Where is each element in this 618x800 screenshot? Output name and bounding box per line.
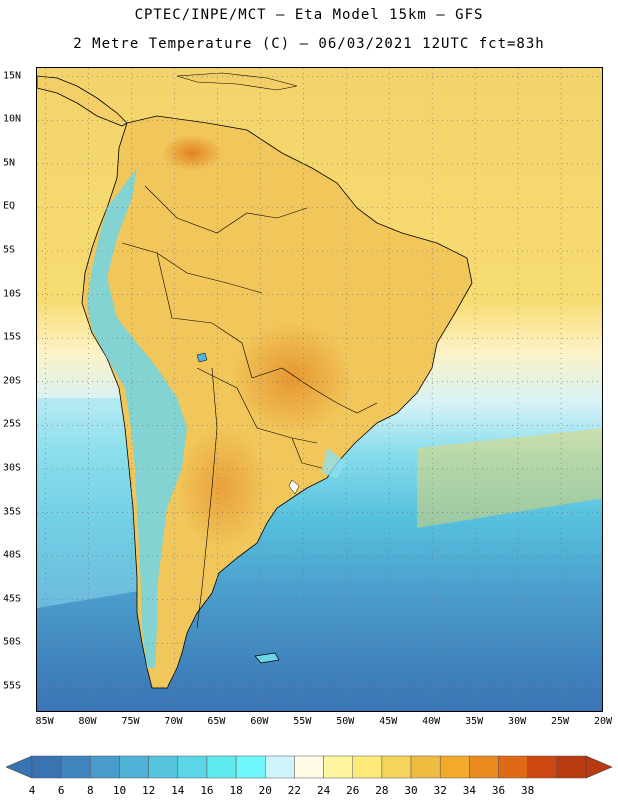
- lat-tick-label: 40S: [3, 549, 22, 561]
- lon-tick-label: 20W: [593, 716, 613, 727]
- lat-tick-label: 15S: [3, 331, 22, 343]
- colorbar-tick-label: 4: [28, 784, 36, 797]
- colorbar-tick-label: 22: [287, 784, 302, 797]
- lat-tick-label: 45S: [3, 593, 22, 605]
- map-title-line-1: CPTEC/INPE/MCT – Eta Model 15km – GFS: [134, 7, 484, 23]
- map-title-line-2: 2 Metre Temperature (C) – 06/03/2021 12U…: [73, 36, 545, 52]
- colorbar-segment: [206, 755, 237, 779]
- lon-tick-label: 75W: [121, 716, 140, 727]
- colorbar-segment: [177, 755, 208, 779]
- colorbar-segment: [498, 755, 528, 779]
- temperature-map: [36, 67, 603, 712]
- colorbar-segment: [119, 755, 149, 779]
- colorbar-tick-label: 38: [521, 784, 535, 797]
- colorbar-segment: [352, 755, 383, 779]
- lat-tick-label: 50S: [3, 636, 22, 648]
- colorbar-segment: [235, 755, 266, 779]
- lon-tick-label: 25W: [551, 716, 570, 727]
- lat-tick-label: 15N: [3, 70, 22, 82]
- colorbar-tick-label: 34: [462, 784, 476, 797]
- lon-tick-label: 85W: [35, 716, 54, 727]
- colorbar-segment: [556, 755, 587, 779]
- colorbar-segment: [469, 755, 499, 779]
- lat-tick-label: 5S: [3, 244, 16, 256]
- colorbar-segment: [31, 755, 62, 779]
- lon-tick-label: 80W: [78, 716, 97, 727]
- colorbar-tick-label: 32: [433, 784, 447, 797]
- warm-core-north: [162, 135, 222, 171]
- falkland-islands: [254, 652, 280, 664]
- colorbar-segment: [60, 755, 91, 779]
- colorbar-tick-label: 14: [171, 784, 185, 797]
- colorbar-tick-label: 30: [404, 784, 418, 797]
- warm-core-southern: [177, 428, 267, 548]
- lon-tick-label: 50W: [336, 716, 355, 727]
- andes-cool-strip: [87, 168, 187, 668]
- colorbar-segment: [148, 755, 179, 779]
- colorbar-tick-label: 36: [491, 784, 506, 797]
- colorbar-tick-label: 8: [87, 784, 94, 797]
- lat-tick-label: 20S: [3, 375, 22, 387]
- lat-tick-label: 55S: [3, 680, 22, 692]
- colorbar-tick-label: 26: [346, 784, 360, 797]
- colorbar-tick-label: 18: [229, 784, 243, 797]
- lon-tick-label: 45W: [379, 716, 398, 727]
- lon-tick-label: 40W: [422, 716, 441, 727]
- lat-tick-label: 30S: [3, 462, 22, 474]
- caribbean-islands: [176, 72, 298, 91]
- colorbar-tick-label: 28: [375, 784, 389, 797]
- colorbar-segment: [265, 755, 295, 779]
- lat-tick-label: 10S: [3, 288, 22, 300]
- lat-tick-label: EQ: [3, 200, 16, 212]
- colorbar-segment: [410, 755, 441, 779]
- colorbar-tick-label: 6: [57, 784, 65, 797]
- lon-tick-label: 35W: [465, 716, 484, 727]
- colorbar-tick-label: 16: [200, 784, 214, 797]
- country-borders: [121, 185, 378, 629]
- colorbar-segment: [381, 755, 412, 779]
- central-america: [37, 75, 128, 127]
- colorbar-segment: [439, 755, 470, 779]
- colorbar-tick-label: 12: [142, 784, 156, 797]
- lat-tick-label: 5N: [3, 157, 16, 169]
- lat-tick-label: 35S: [3, 506, 22, 518]
- colorbar-tick-label: 20: [258, 784, 272, 797]
- lon-tick-label: 60W: [250, 716, 269, 727]
- lon-tick-label: 55W: [293, 716, 312, 727]
- lon-tick-label: 30W: [508, 716, 527, 727]
- southeast-coast-cool: [322, 448, 347, 478]
- colorbar-segment: [527, 755, 558, 779]
- lon-tick-label: 70W: [164, 716, 183, 727]
- lat-tick-label: 10N: [3, 113, 22, 125]
- colorbar-segment: [90, 755, 120, 779]
- lagoa-dos-patos: [288, 479, 300, 495]
- colorbar-tick-label: 10: [112, 784, 127, 797]
- colorbar-low-arrow: [6, 755, 33, 779]
- lake-titicaca: [196, 352, 208, 363]
- colorbar-segment: [294, 755, 324, 779]
- temperature-colorbar: [6, 755, 613, 779]
- lon-tick-label: 65W: [207, 716, 226, 727]
- lat-tick-label: 25S: [3, 418, 22, 430]
- warm-core-central: [232, 323, 352, 433]
- colorbar-high-arrow: [585, 755, 613, 779]
- colorbar-segment: [323, 755, 353, 779]
- colorbar-tick-label: 24: [316, 784, 331, 797]
- atlantic-warm-band: [417, 428, 602, 528]
